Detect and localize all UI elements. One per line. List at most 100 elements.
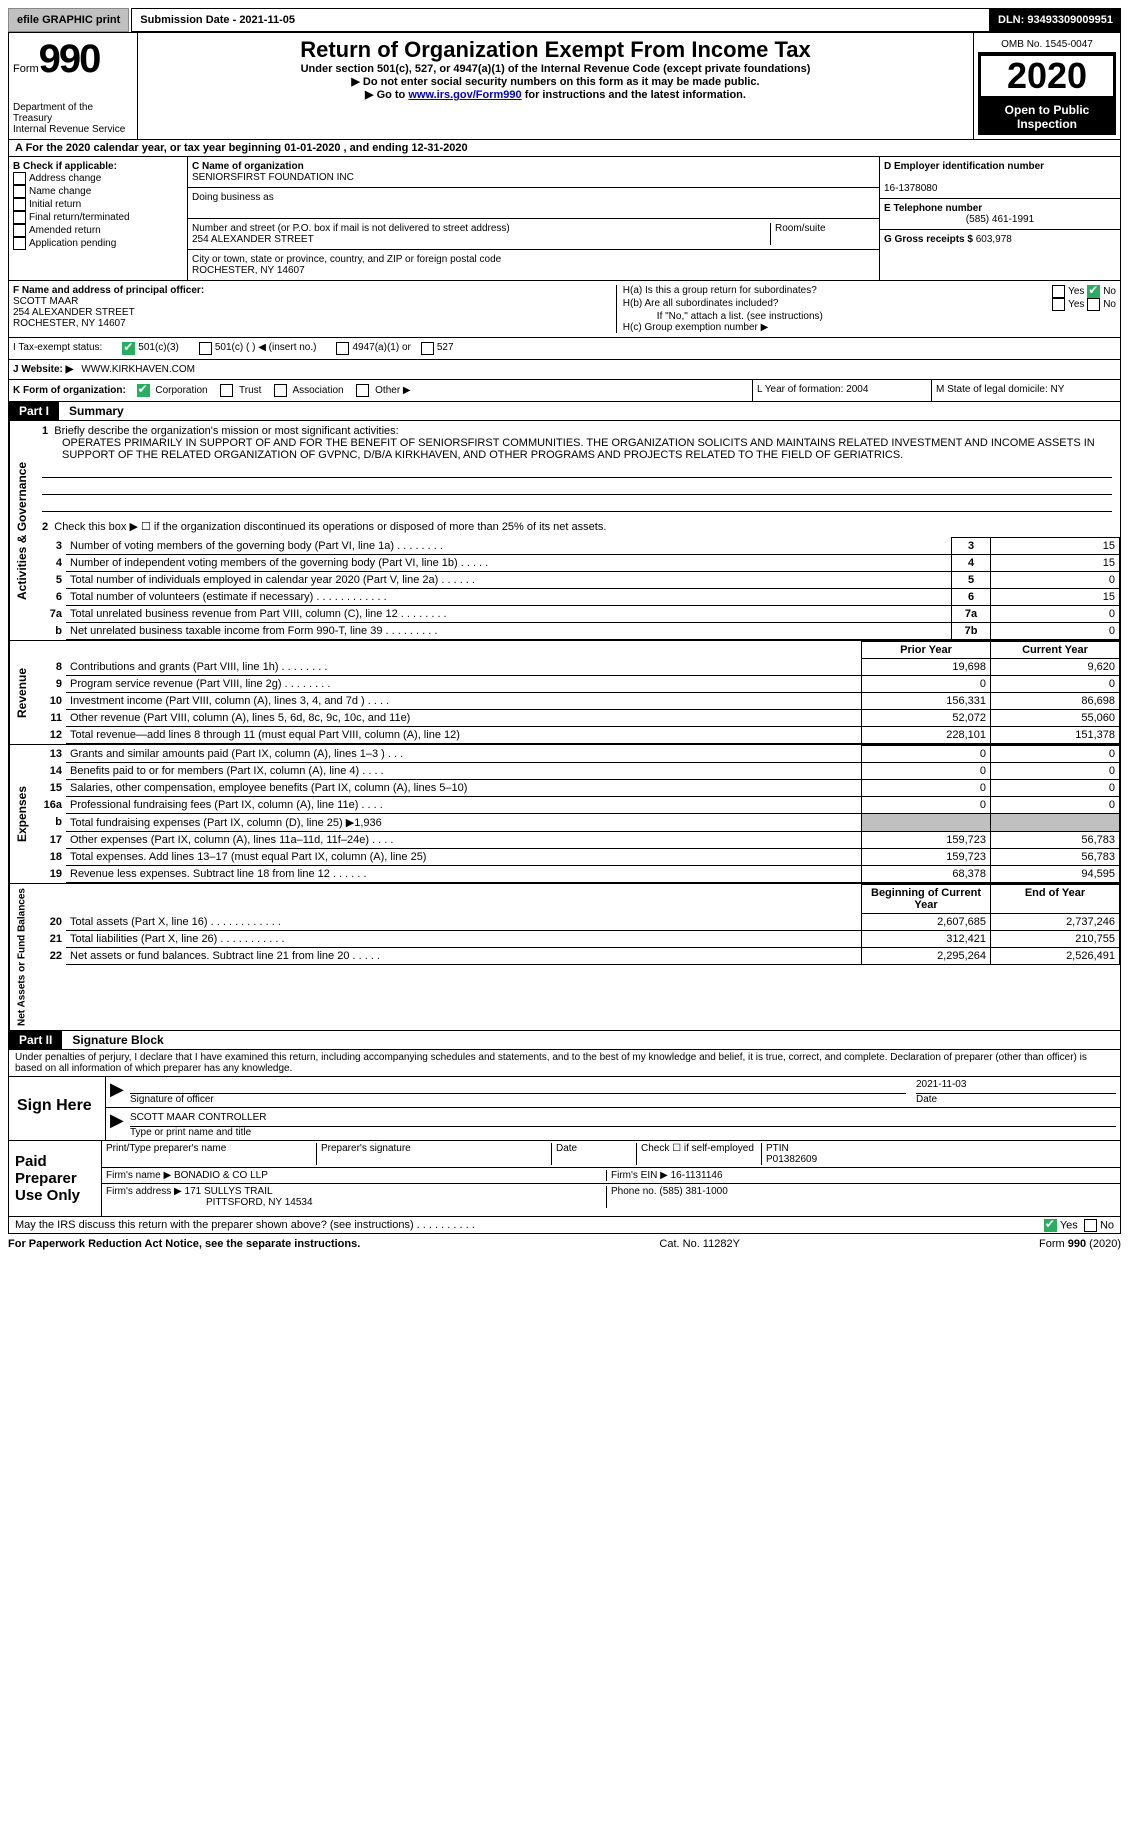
- other-label: Other ▶: [375, 385, 410, 396]
- section-bcdeg: B Check if applicable: Address change Na…: [8, 157, 1121, 281]
- 501c-checkbox[interactable]: [199, 342, 212, 355]
- open-public-label: Open to Public Inspection: [978, 99, 1116, 135]
- 4947-label: 4947(a)(1) or: [352, 342, 410, 355]
- officer-label: F Name and address of principal officer:: [13, 285, 204, 296]
- warn2-prefix: ▶ Go to: [365, 89, 408, 101]
- final-return-checkbox[interactable]: [13, 211, 26, 224]
- gross-value: 603,978: [976, 234, 1012, 245]
- initial-return-checkbox[interactable]: [13, 198, 26, 211]
- footer-form-label: Form: [1039, 1238, 1068, 1250]
- netassets-table: Beginning of Current YearEnd of Year20To…: [34, 884, 1120, 965]
- prep-phone-label: Phone no.: [611, 1186, 657, 1197]
- paid-preparer-block: Paid Preparer Use Only Print/Type prepar…: [8, 1141, 1121, 1217]
- 501c3-label: 501(c)(3): [138, 342, 179, 355]
- na-vert-label: Net Assets or Fund Balances: [9, 884, 34, 1030]
- discuss-yes-label: Yes: [1060, 1219, 1078, 1231]
- name-change-label: Name change: [29, 186, 91, 197]
- ha-label: H(a) Is this a group return for subordin…: [623, 285, 919, 298]
- tax-exempt-label: I Tax-exempt status:: [13, 342, 102, 355]
- final-return-label: Final return/terminated: [29, 212, 130, 223]
- warning-1: ▶ Do not enter social security numbers o…: [142, 75, 969, 88]
- year-box: OMB No. 1545-0047 2020 Open to Public In…: [974, 33, 1120, 139]
- firm-name-label: Firm's name ▶: [106, 1170, 171, 1181]
- firm-ein-value: 16-1131146: [671, 1170, 723, 1181]
- amended-label: Amended return: [29, 225, 101, 236]
- phone-label: E Telephone number: [884, 203, 982, 214]
- addr-value: 254 ALEXANDER STREET: [192, 234, 314, 245]
- name-change-checkbox[interactable]: [13, 185, 26, 198]
- ptin-value: P01382609: [766, 1154, 817, 1165]
- title-section: Return of Organization Exempt From Incom…: [138, 33, 974, 139]
- column-c: C Name of organization SENIORSFIRST FOUN…: [188, 157, 879, 280]
- other-checkbox[interactable]: [356, 384, 369, 397]
- netassets-section: Net Assets or Fund Balances Beginning of…: [8, 884, 1121, 1031]
- discuss-yes-checkbox[interactable]: [1044, 1219, 1057, 1232]
- paperwork-notice: For Paperwork Reduction Act Notice, see …: [8, 1238, 360, 1250]
- hb-yes-checkbox[interactable]: [1052, 298, 1065, 311]
- hc-label: H(c) Group exemption number ▶: [623, 322, 1116, 333]
- hb-label: H(b) Are all subordinates included?: [623, 298, 919, 311]
- firm-addr-label: Firm's address ▶: [106, 1186, 182, 1197]
- part2-label: Part II: [9, 1031, 62, 1049]
- dln-label: DLN: 93493309009951: [990, 8, 1121, 32]
- hb-note: If "No," attach a list. (see instruction…: [623, 311, 1116, 322]
- form-identifier: Form990 Department of the Treasury Inter…: [9, 33, 138, 139]
- ein-label: D Employer identification number: [884, 161, 1044, 172]
- 527-checkbox[interactable]: [421, 342, 434, 355]
- main-title: Return of Organization Exempt From Incom…: [142, 37, 969, 63]
- tax-year: 2020: [978, 53, 1116, 99]
- officer-name-value: SCOTT MAAR CONTROLLER: [130, 1110, 1116, 1127]
- ag-table: 3Number of voting members of the governi…: [34, 537, 1120, 640]
- part1-header: Part I Summary: [8, 402, 1121, 421]
- officer-addr1: 254 ALEXANDER STREET: [13, 307, 135, 318]
- discuss-text: May the IRS discuss this return with the…: [15, 1219, 475, 1231]
- firm-addr1: 171 SULLYS TRAIL: [185, 1186, 273, 1197]
- 501c-label: 501(c) ( ) ◀ (insert no.): [215, 342, 317, 355]
- assoc-checkbox[interactable]: [274, 384, 287, 397]
- website-value: WWW.KIRKHAVEN.COM: [81, 364, 195, 375]
- initial-return-label: Initial return: [29, 199, 81, 210]
- officer-addr2: ROCHESTER, NY 14607: [13, 318, 126, 329]
- sign-here-label: Sign Here: [9, 1077, 106, 1140]
- app-pending-checkbox[interactable]: [13, 237, 26, 250]
- tax-year-line: A For the 2020 calendar year, or tax yea…: [8, 140, 1121, 157]
- firm-addr2: PITTSFORD, NY 14534: [106, 1197, 313, 1208]
- website-label: J Website: ▶: [13, 364, 73, 375]
- sig-date-label: Date: [916, 1094, 937, 1105]
- discuss-no-checkbox[interactable]: [1084, 1219, 1097, 1232]
- firm-ein-label: Firm's EIN ▶: [611, 1170, 668, 1181]
- no-label: No: [1103, 286, 1116, 297]
- exp-vert-label: Expenses: [9, 745, 34, 883]
- corp-checkbox[interactable]: [137, 384, 150, 397]
- room-label: Room/suite: [770, 223, 875, 245]
- perjury-text: Under penalties of perjury, I declare th…: [8, 1050, 1121, 1077]
- hb-no-checkbox[interactable]: [1087, 298, 1100, 311]
- 4947-checkbox[interactable]: [336, 342, 349, 355]
- trust-checkbox[interactable]: [220, 384, 233, 397]
- irs-link[interactable]: www.irs.gov/Form990: [408, 89, 521, 101]
- addr-change-checkbox[interactable]: [13, 172, 26, 185]
- gross-label: G Gross receipts $: [884, 234, 973, 245]
- amended-checkbox[interactable]: [13, 224, 26, 237]
- warning-2: ▶ Go to www.irs.gov/Form990 for instruct…: [142, 88, 969, 101]
- app-pending-label: Application pending: [29, 238, 116, 249]
- city-value: ROCHESTER, NY 14607: [192, 265, 305, 276]
- efile-print-button[interactable]: efile GRAPHIC print: [8, 8, 129, 32]
- discuss-no-label: No: [1100, 1219, 1114, 1231]
- ha-no-checkbox[interactable]: [1087, 285, 1100, 298]
- ha-yes-checkbox[interactable]: [1052, 285, 1065, 298]
- section-klm: K Form of organization: Corporation Trus…: [8, 380, 1121, 402]
- 501c3-checkbox[interactable]: [122, 342, 135, 355]
- officer-name: SCOTT MAAR: [13, 296, 78, 307]
- year-formation: L Year of formation: 2004: [753, 380, 932, 401]
- officer-name-label: Type or print name and title: [130, 1127, 251, 1138]
- form-number: 990: [39, 37, 100, 81]
- line2-text: Check this box ▶ ☐ if the organization d…: [54, 521, 606, 533]
- discuss-row: May the IRS discuss this return with the…: [8, 1217, 1121, 1234]
- 527-label: 527: [437, 342, 454, 355]
- ein-value: 16-1378080: [884, 183, 937, 194]
- prep-name-label: Print/Type preparer's name: [106, 1143, 317, 1165]
- check-self-label: Check ☐ if self-employed: [637, 1143, 762, 1165]
- footer-form-num: 990: [1068, 1238, 1086, 1250]
- b-label: B Check if applicable:: [13, 161, 117, 172]
